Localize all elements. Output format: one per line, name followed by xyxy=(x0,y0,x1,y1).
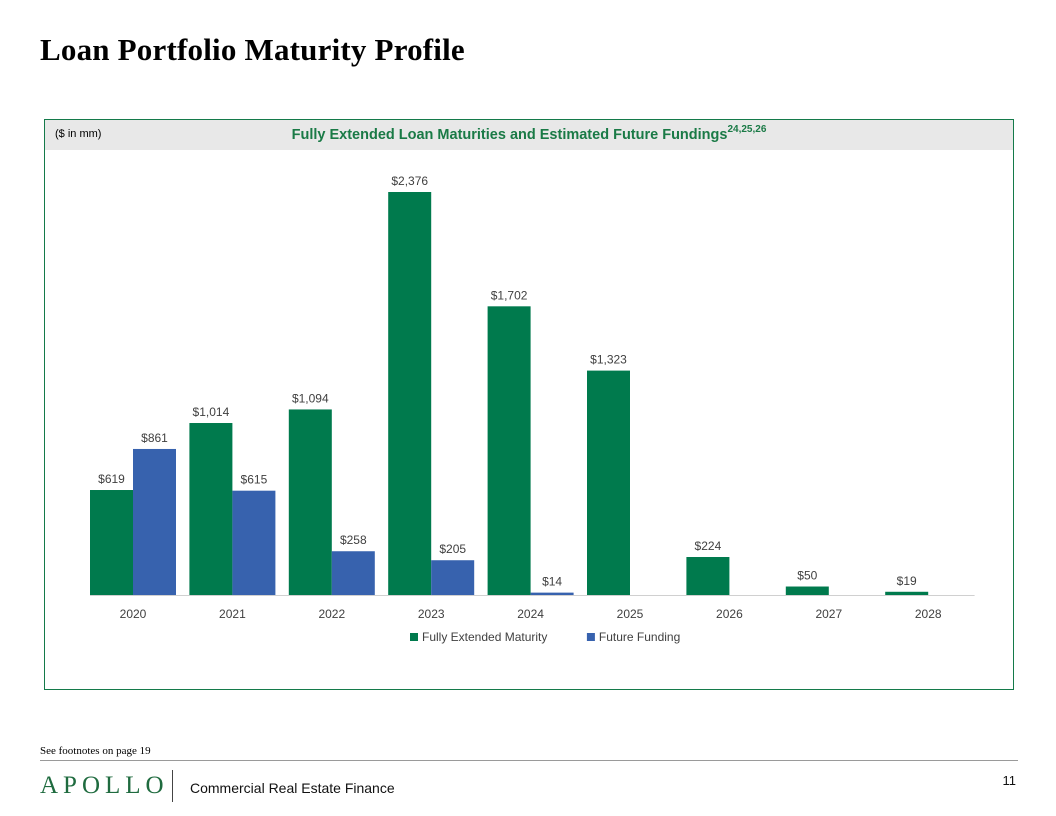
bar-fully-extended-maturity-2024 xyxy=(487,306,531,595)
data-label-future-funding-2020: $861 xyxy=(141,431,168,445)
units-label: ($ in mm) xyxy=(55,128,102,140)
legend-label-fully-extended-maturity: Fully Extended Maturity xyxy=(422,630,547,644)
bar-future-funding-2023 xyxy=(431,560,475,595)
x-tick-label-2027: 2027 xyxy=(815,607,842,621)
x-tick-label-2021: 2021 xyxy=(219,607,246,621)
bar-fully-extended-maturity-2020 xyxy=(90,490,133,595)
bar-fully-extended-maturity-2022 xyxy=(288,409,332,595)
bar-fully-extended-maturity-2023 xyxy=(388,192,432,595)
division-name: Commercial Real Estate Finance xyxy=(190,780,395,796)
footnote: See footnotes on page 19 xyxy=(40,745,151,757)
data-label-future-funding-2021: $615 xyxy=(241,473,268,487)
data-label-fully-extended-maturity-2024: $1,702 xyxy=(491,288,528,302)
x-tick-label-2024: 2024 xyxy=(517,607,544,621)
data-label-fully-extended-maturity-2023: $2,376 xyxy=(391,174,428,188)
apollo-logo: APOLLO xyxy=(40,772,169,799)
footer-divider xyxy=(40,760,1018,761)
legend-swatch-fully-extended-maturity xyxy=(410,633,418,641)
bar-fully-extended-maturity-2021 xyxy=(189,423,233,595)
bar-future-funding-2024 xyxy=(530,592,574,595)
data-label-fully-extended-maturity-2028: $19 xyxy=(897,574,917,588)
data-label-fully-extended-maturity-2020: $619 xyxy=(98,472,125,486)
chart-panel: ($ in mm) Fully Extended Loan Maturities… xyxy=(44,119,1014,690)
bar-future-funding-2022 xyxy=(331,551,375,595)
data-label-future-funding-2024: $14 xyxy=(542,575,562,589)
data-label-future-funding-2022: $258 xyxy=(340,533,367,547)
legend-label-future-funding: Future Funding xyxy=(599,630,680,644)
data-label-fully-extended-maturity-2025: $1,323 xyxy=(590,353,627,367)
x-tick-label-2022: 2022 xyxy=(318,607,345,621)
bar-fully-extended-maturity-2025 xyxy=(587,370,630,595)
chart-header: ($ in mm) Fully Extended Loan Maturities… xyxy=(45,120,1013,150)
bar-fully-extended-maturity-2028 xyxy=(885,591,929,595)
x-tick-label-2028: 2028 xyxy=(915,607,942,621)
page-title: Loan Portfolio Maturity Profile xyxy=(40,32,465,67)
bar-fully-extended-maturity-2027 xyxy=(785,586,829,595)
bar-fully-extended-maturity-2026 xyxy=(686,557,730,595)
data-label-future-funding-2023: $205 xyxy=(439,542,466,556)
logo-divider xyxy=(172,770,173,802)
bar-chart: $619 $861 2020 $1,014 $615 2021 $1,094 $258 2022… xyxy=(90,174,975,644)
x-tick-label-2026: 2026 xyxy=(716,607,743,621)
chart-title-footnote-refs: 24,25,26 xyxy=(727,124,767,135)
x-tick-label-2023: 2023 xyxy=(418,607,445,621)
data-label-fully-extended-maturity-2021: $1,014 xyxy=(193,405,230,419)
legend-swatch-future-funding xyxy=(586,633,595,641)
data-label-fully-extended-maturity-2026: $224 xyxy=(695,539,722,553)
bar-future-funding-2020 xyxy=(133,448,176,595)
bar-future-funding-2021 xyxy=(232,490,276,595)
x-tick-label-2020: 2020 xyxy=(120,607,147,621)
data-label-fully-extended-maturity-2027: $50 xyxy=(797,569,817,583)
chart-title-text: Fully Extended Loan Maturities and Estim… xyxy=(291,126,728,143)
chart-title: Fully Extended Loan Maturities and Estim… xyxy=(45,124,1013,143)
page-number: 11 xyxy=(1002,773,1017,788)
x-tick-label-2025: 2025 xyxy=(617,607,644,621)
data-label-fully-extended-maturity-2022: $1,094 xyxy=(292,391,329,405)
